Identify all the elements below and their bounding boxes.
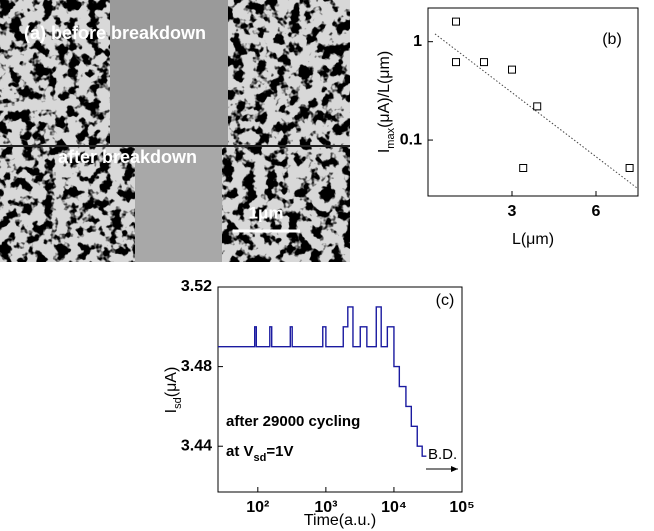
data-point xyxy=(625,163,634,172)
annotation: B.D. xyxy=(428,446,457,463)
fit-line xyxy=(434,33,639,190)
data-point xyxy=(452,17,460,26)
data-point xyxy=(519,163,528,172)
x-tick-label: 10³ xyxy=(314,499,337,516)
data-line xyxy=(218,306,427,457)
annotation-rest: =1V xyxy=(266,443,293,460)
y-axis-label-rest: (μA) xyxy=(163,367,180,398)
data-point xyxy=(533,102,542,111)
y-tick-label: 3.48 xyxy=(181,358,212,375)
panel-label: (b) xyxy=(602,31,622,48)
y-tick-label: 3.44 xyxy=(181,437,212,454)
data-point xyxy=(452,58,460,67)
micrograph: (a) before breakdown after breakdown 1μm xyxy=(0,0,350,262)
x-tick-label: 10² xyxy=(246,499,269,516)
annotation: after 29000 cycling xyxy=(226,413,360,430)
y-axis-label-main: I xyxy=(163,409,180,413)
annotation: at Vsd=1V xyxy=(226,443,293,464)
x-axis-label: Time(a.u.) xyxy=(304,512,376,529)
y-axis-label: Imax(μA)/L(μm) xyxy=(376,51,397,153)
data-point xyxy=(480,58,488,67)
annotation-arrowhead xyxy=(451,466,458,472)
x-tick-label: 10⁴ xyxy=(381,499,407,516)
nanotube-texture xyxy=(228,0,350,146)
y-axis-label-rest: (μA)/L(μm) xyxy=(376,51,393,128)
annotation-sub: sd xyxy=(254,452,267,464)
nanotube-texture xyxy=(0,146,135,262)
y-axis-label-sub: max xyxy=(385,127,397,148)
nanotube-texture xyxy=(222,146,350,262)
panel-label: (c) xyxy=(436,292,455,309)
x-axis-label: L(μm) xyxy=(512,231,554,248)
y-tick-label: 0.1 xyxy=(400,131,422,148)
plot-frame xyxy=(427,7,639,197)
plot-frame xyxy=(217,286,463,493)
panel-label: after breakdown xyxy=(58,147,197,167)
panel-label: (a) before breakdown xyxy=(24,23,206,43)
nanotube-texture xyxy=(0,0,110,146)
y-tick-label: 3.52 xyxy=(181,278,212,295)
data-point xyxy=(508,65,516,74)
y-axis-label: Isd(μA) xyxy=(163,367,184,414)
y-axis-label-sub: sd xyxy=(172,397,184,409)
x-tick-label: 6 xyxy=(592,203,601,220)
annotation-main: at V xyxy=(226,443,254,460)
scale-bar-label: 1μm xyxy=(249,203,284,222)
y-axis-label-main: I xyxy=(376,149,393,153)
x-tick-label: 3 xyxy=(508,203,517,220)
x-tick-label: 10⁵ xyxy=(449,499,474,516)
y-tick-label: 1 xyxy=(413,33,422,50)
